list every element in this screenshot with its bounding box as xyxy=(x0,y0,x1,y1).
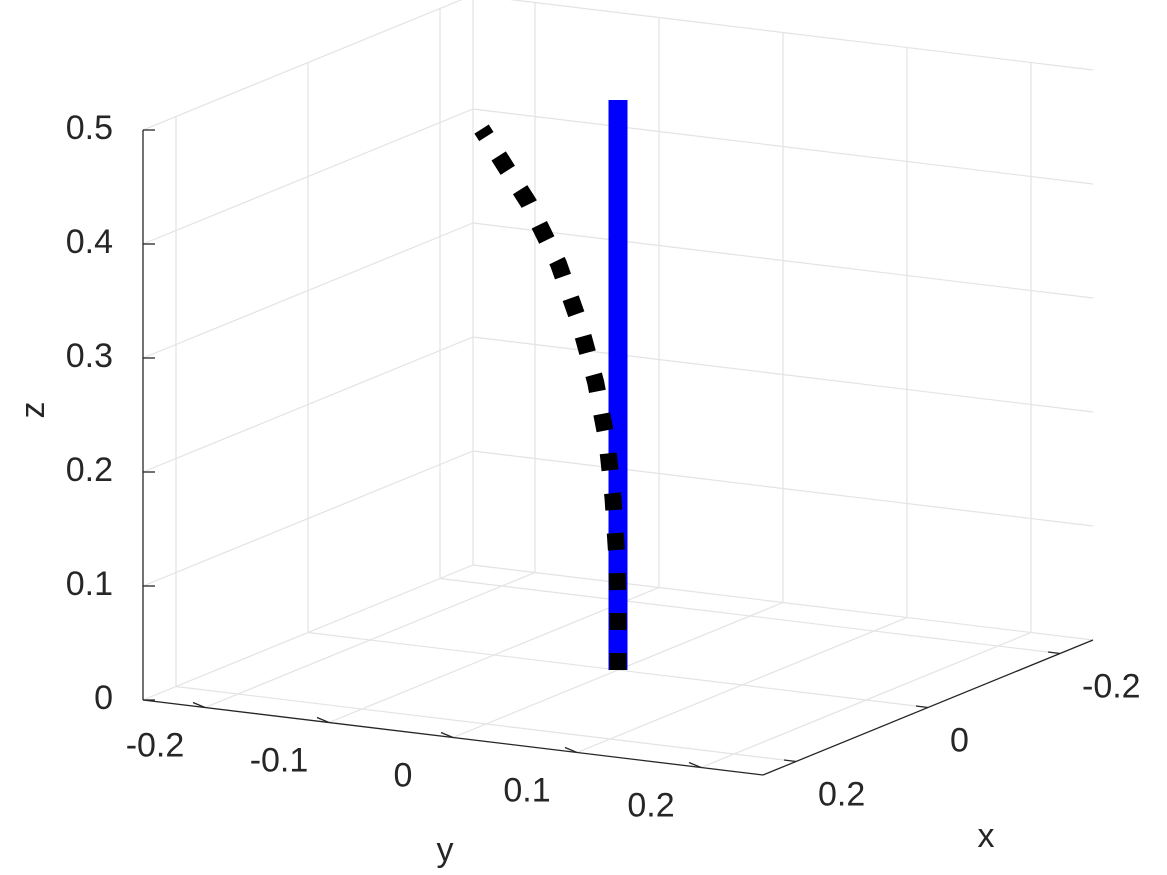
z-tick-label: 0.2 xyxy=(66,451,113,489)
y-tick xyxy=(564,746,578,754)
grid-line xyxy=(142,108,474,245)
grid-line xyxy=(142,0,463,131)
x-tick xyxy=(1047,651,1061,655)
grid-line xyxy=(509,0,1094,71)
z-axis-label: z xyxy=(14,402,52,419)
x-tick xyxy=(783,759,797,763)
grid-line xyxy=(472,564,1094,641)
y-tick xyxy=(192,701,206,709)
y-tick-label: -0.2 xyxy=(126,726,185,764)
y-tick-label: 0.1 xyxy=(503,771,550,809)
grid-line xyxy=(700,631,1032,769)
x-tick-label: 0.2 xyxy=(818,775,865,813)
x-axis-label: x xyxy=(978,817,995,855)
line-3d xyxy=(474,124,627,670)
grid-line xyxy=(328,586,660,724)
x-tick-label: -0.2 xyxy=(1082,667,1141,705)
z-tick-label: 0.3 xyxy=(66,337,113,375)
y-tick-label: 0.2 xyxy=(627,786,674,824)
grid-line xyxy=(142,450,474,587)
z-tick-label: 0 xyxy=(94,679,113,717)
grid-line xyxy=(472,108,1094,185)
y-tick-label: 0 xyxy=(394,756,413,794)
y-axis-label: y xyxy=(437,831,454,869)
z-tick-label: 0.5 xyxy=(66,109,113,147)
z-tick-label: 0.1 xyxy=(66,565,113,603)
grid-line xyxy=(142,564,474,701)
grid-line xyxy=(472,336,1094,413)
grid-line xyxy=(142,222,474,359)
y-tick xyxy=(688,761,702,769)
grid-line xyxy=(472,222,1094,299)
y-tick xyxy=(316,716,330,724)
y-tick-label: -0.1 xyxy=(250,741,309,779)
grid-line xyxy=(576,616,908,754)
grid-line xyxy=(142,336,474,473)
y-tick xyxy=(440,731,454,739)
grid-line xyxy=(472,450,1094,527)
grid-line xyxy=(204,571,536,709)
z-tick-label: 0.4 xyxy=(66,223,113,261)
x-tick xyxy=(915,705,929,709)
x-tick-label: 0 xyxy=(950,721,969,759)
